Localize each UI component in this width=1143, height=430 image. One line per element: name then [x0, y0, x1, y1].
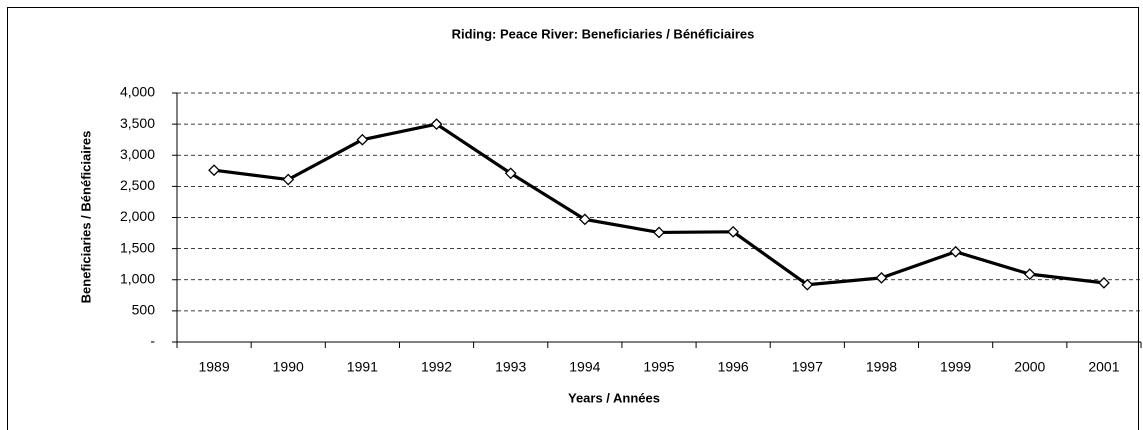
data-point [949, 245, 962, 258]
data-point [801, 278, 814, 291]
y-tick-label: 500 [132, 302, 156, 318]
data-point [653, 226, 665, 239]
data-point [727, 225, 740, 238]
x-tick-label: 2001 [1088, 359, 1119, 375]
chart-title: Riding: Peace River: Beneficiaries / Bén… [452, 26, 755, 41]
y-tick-label: 3,000 [120, 146, 155, 162]
data-point [504, 167, 517, 180]
data-point [578, 213, 591, 226]
x-tick-label: 1995 [643, 359, 674, 375]
y-tick-label: 1,500 [120, 239, 155, 255]
x-tick-label: 1997 [792, 359, 823, 375]
y-tick-label: 2,000 [120, 208, 155, 224]
x-tick-label: 1994 [569, 359, 600, 375]
x-tick-label: 1992 [421, 359, 452, 375]
y-axis-label: Beneficiaries / Bénéficiaires [78, 131, 93, 304]
x-tick-label: 1989 [198, 359, 229, 375]
chart-frame [7, 7, 1139, 430]
data-point [356, 133, 369, 146]
x-tick-label: 1999 [940, 359, 971, 375]
y-tick-label: 1,000 [120, 270, 155, 286]
data-point [1098, 276, 1110, 289]
data-point [430, 118, 443, 131]
x-tick-label: 1990 [273, 359, 304, 375]
x-tick-label: 1993 [495, 359, 526, 375]
x-tick-label: 1991 [347, 359, 378, 375]
x-tick-label: 1996 [718, 359, 749, 375]
data-point [1023, 268, 1036, 281]
x-axis-label: Years / Années [568, 390, 660, 405]
y-tick-label: 4,000 [120, 84, 155, 100]
x-tick-label: 2000 [1014, 359, 1045, 375]
y-tick-label: - [150, 333, 155, 349]
y-tick-label: 2,500 [120, 177, 155, 193]
y-tick-label: 3,500 [120, 115, 155, 131]
x-tick-label: 1998 [866, 359, 897, 375]
data-point [282, 173, 295, 186]
data-point [875, 271, 888, 284]
data-point [208, 164, 220, 177]
